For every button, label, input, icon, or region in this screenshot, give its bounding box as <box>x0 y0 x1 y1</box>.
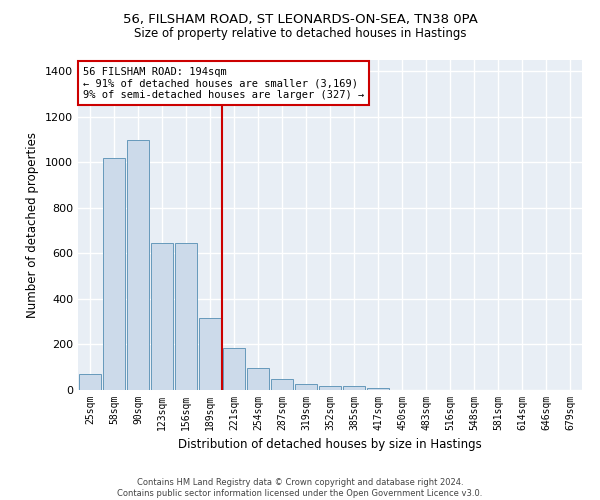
Bar <box>223 348 245 390</box>
Bar <box>151 242 173 390</box>
Bar <box>343 386 365 390</box>
Bar <box>367 388 389 390</box>
Bar <box>79 374 101 390</box>
Bar <box>175 242 197 390</box>
Bar <box>199 318 221 390</box>
Bar <box>103 158 125 390</box>
Bar <box>271 378 293 390</box>
X-axis label: Distribution of detached houses by size in Hastings: Distribution of detached houses by size … <box>178 438 482 452</box>
Bar <box>127 140 149 390</box>
Text: Contains HM Land Registry data © Crown copyright and database right 2024.
Contai: Contains HM Land Registry data © Crown c… <box>118 478 482 498</box>
Text: Size of property relative to detached houses in Hastings: Size of property relative to detached ho… <box>134 28 466 40</box>
Bar <box>295 384 317 390</box>
Bar <box>319 386 341 390</box>
Y-axis label: Number of detached properties: Number of detached properties <box>26 132 40 318</box>
Bar <box>247 368 269 390</box>
Text: 56 FILSHAM ROAD: 194sqm
← 91% of detached houses are smaller (3,169)
9% of semi-: 56 FILSHAM ROAD: 194sqm ← 91% of detache… <box>83 66 364 100</box>
Text: 56, FILSHAM ROAD, ST LEONARDS-ON-SEA, TN38 0PA: 56, FILSHAM ROAD, ST LEONARDS-ON-SEA, TN… <box>122 12 478 26</box>
